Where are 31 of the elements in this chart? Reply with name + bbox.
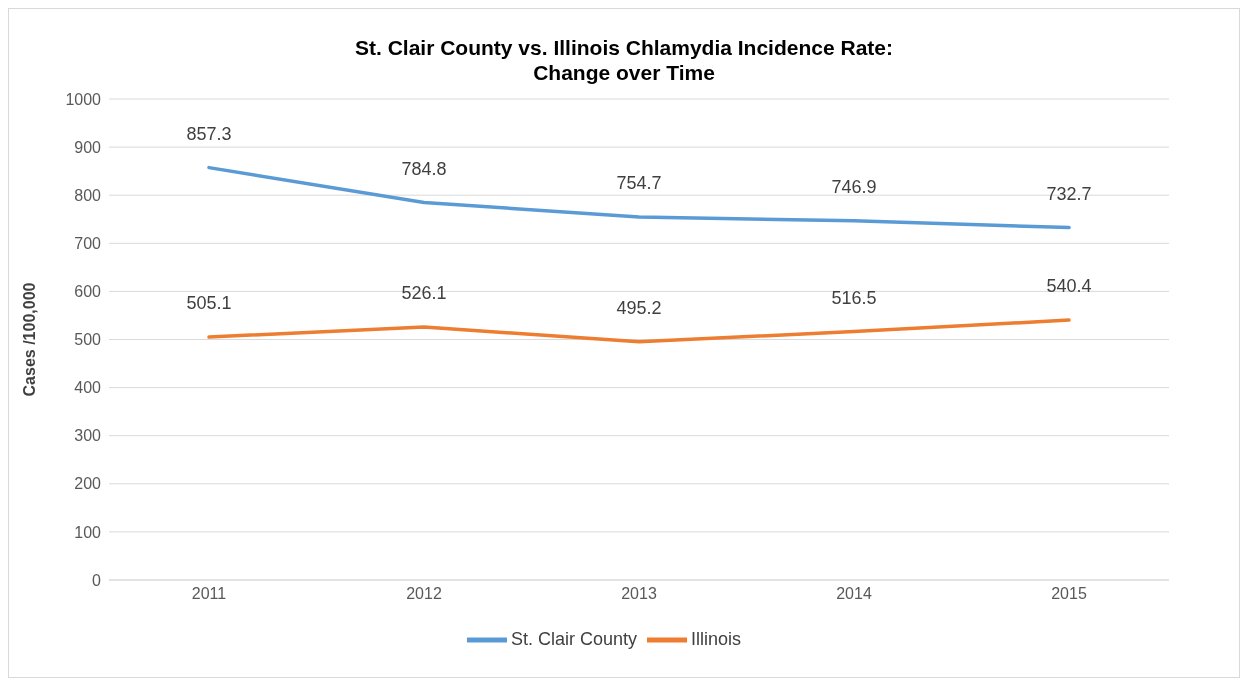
y-tick-label: 700	[74, 234, 102, 252]
y-tick-label: 900	[74, 138, 102, 156]
legend-label: Illinois	[691, 628, 742, 649]
chart-title: St. Clair County vs. Illinois Chlamydia Incidence Rate: Change over Time	[354, 35, 894, 85]
data-label: 540.4	[1046, 276, 1092, 297]
y-tick-label: 1000	[65, 90, 102, 108]
y-tick-label: 300	[74, 427, 102, 445]
legend-label: St. Clair County	[510, 628, 637, 649]
x-tick-label: 2011	[191, 585, 227, 603]
x-tick-label: 2012	[406, 585, 442, 603]
x-tick-label: 2014	[836, 585, 872, 603]
y-tick-label: 500	[74, 331, 102, 349]
data-label: 732.7	[1046, 183, 1092, 204]
y-tick-label: 800	[74, 186, 102, 204]
y-tick-label: 400	[74, 379, 102, 397]
data-label: 754.7	[616, 172, 662, 193]
data-label: 505.1	[186, 293, 232, 314]
y-tick-label: 600	[74, 283, 102, 301]
y-axis-title: Cases /100,000	[20, 282, 38, 397]
y-tick-label: 200	[74, 475, 102, 493]
x-tick-label: 2013	[621, 585, 657, 603]
data-label: 495.2	[616, 297, 662, 318]
data-label: 857.3	[186, 123, 232, 144]
x-tick-label: 2015	[1051, 585, 1087, 603]
data-label: 526.1	[401, 282, 447, 303]
y-tick-label: 0	[92, 571, 102, 589]
line-series	[207, 318, 1071, 344]
y-tick-label: 100	[74, 523, 102, 541]
data-label: 516.5	[831, 287, 877, 308]
data-label: 746.9	[831, 176, 877, 197]
data-label: 784.8	[401, 158, 447, 179]
